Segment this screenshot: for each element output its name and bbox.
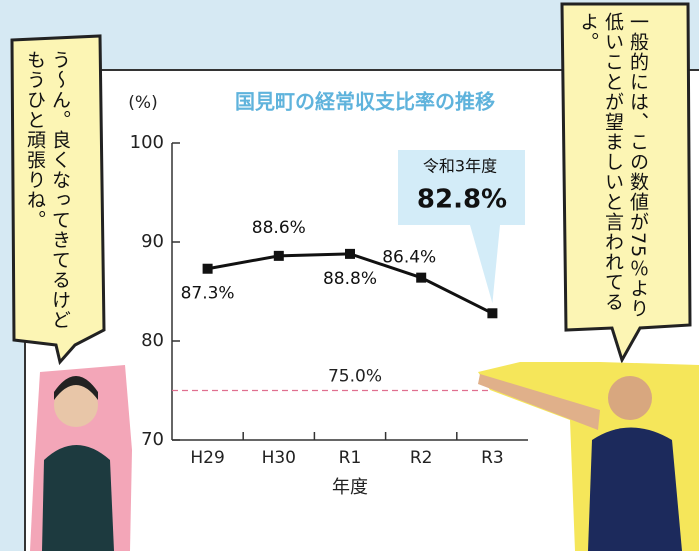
value-label: 88.6% [252, 218, 306, 238]
marker [203, 264, 213, 274]
x-tick-label: R3 [481, 448, 504, 468]
marker [345, 249, 355, 259]
x-axis-label: 年度 [332, 477, 368, 498]
marker [487, 308, 497, 318]
person-body [42, 445, 114, 551]
speech-text: う〜ん。良くなってきてるけどもうひと頑張りね。 [22, 50, 72, 340]
y-tick-label: 70 [141, 429, 164, 450]
x-tick-label: R2 [410, 448, 433, 468]
callout-title: 令和3年度 [423, 157, 497, 176]
value-label: 86.4% [382, 248, 436, 268]
speech-text: 一般的には、この数値が75％より低いことが望ましいと言われてるよ。 [575, 12, 650, 327]
value-label: 88.8% [323, 269, 377, 289]
callout-value: 82.8% [417, 185, 507, 215]
x-tick-label: H30 [262, 448, 296, 468]
y-tick-label: 80 [141, 330, 164, 351]
reference-label: 75.0% [328, 367, 382, 387]
person-head [608, 376, 652, 420]
chart-title: 国見町の経常収支比率の推移 [235, 90, 495, 114]
marker [274, 251, 284, 261]
page: 国見町の経常収支比率の推移 (%) 年度 70 80 90 100 H29 H30 R1 R2… [0, 0, 699, 551]
y-tick-label: 100 [130, 132, 164, 153]
person-body [588, 428, 682, 551]
marker [416, 273, 426, 283]
y-axis-label: (%) [128, 93, 157, 113]
value-label: 87.3% [181, 284, 235, 304]
x-tick-label: H29 [190, 448, 224, 468]
y-tick-label: 90 [141, 231, 164, 252]
x-tick-label: R1 [339, 448, 362, 468]
